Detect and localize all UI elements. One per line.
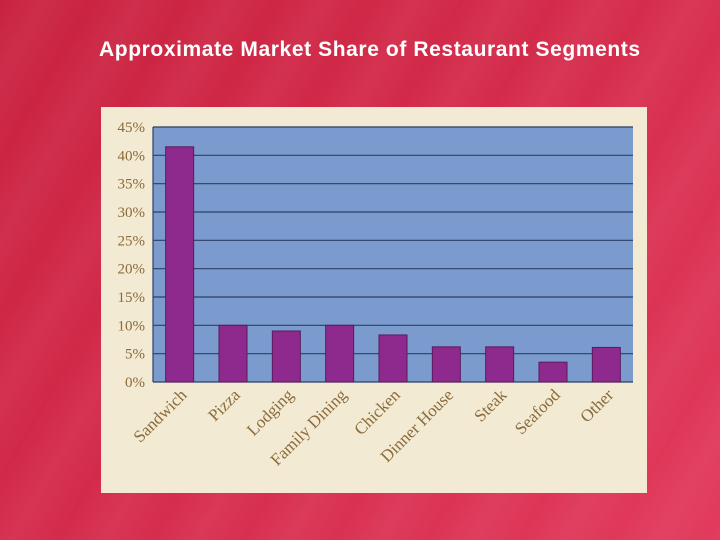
bar-pizza bbox=[218, 324, 248, 383]
bar-dinner-house bbox=[431, 346, 461, 383]
bar-family-dining bbox=[325, 324, 355, 383]
bar-chicken bbox=[378, 334, 408, 383]
bar-lodging bbox=[271, 330, 301, 383]
y-tick-label: 0% bbox=[125, 375, 145, 391]
y-tick-label: 35% bbox=[118, 177, 146, 193]
x-category-label: Seafood bbox=[511, 385, 564, 438]
y-tick-label: 15% bbox=[118, 290, 146, 306]
y-tick-label: 5% bbox=[125, 347, 145, 363]
x-category-label: Pizza bbox=[204, 385, 244, 425]
bar-other bbox=[591, 346, 621, 383]
x-category-label: Other bbox=[576, 385, 617, 426]
y-tick-label: 20% bbox=[118, 262, 146, 278]
bar-seafood bbox=[538, 361, 568, 383]
y-tick-label: 25% bbox=[118, 233, 146, 249]
slide-title: Approximate Market Share of Restaurant S… bbox=[99, 38, 641, 61]
x-category-label: Lodging bbox=[243, 385, 298, 440]
chart-panel: 0% 5% 10% 15% 20% 25% 30% 35% 40% 45% Sandwich Pizz… bbox=[101, 107, 647, 493]
y-tick-label: 30% bbox=[118, 205, 146, 221]
bar-sandwich bbox=[165, 146, 195, 383]
x-category-label: Sandwich bbox=[130, 385, 191, 446]
x-category-label: Chicken bbox=[350, 385, 404, 439]
y-tick-label: 10% bbox=[118, 318, 146, 334]
bar-chart: 0% 5% 10% 15% 20% 25% 30% 35% 40% 45% Sandwich Pizz… bbox=[118, 120, 633, 469]
y-tick-label: 45% bbox=[118, 120, 146, 136]
bar-steak bbox=[485, 346, 515, 383]
y-tick-label: 40% bbox=[118, 148, 146, 164]
x-category-label: Steak bbox=[470, 385, 510, 425]
